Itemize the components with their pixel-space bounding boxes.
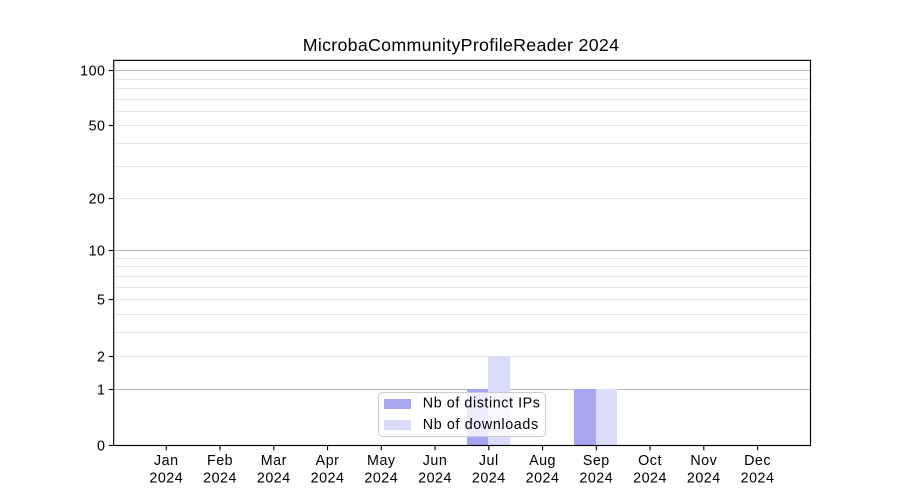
svg-text:Dec: Dec — [744, 453, 771, 469]
svg-text:Nb of distinct IPs: Nb of distinct IPs — [423, 396, 541, 412]
svg-text:Oct: Oct — [638, 453, 662, 469]
svg-text:MicrobaCommunityProfileReader: MicrobaCommunityProfileReader 2024 — [303, 35, 620, 55]
svg-text:Aug: Aug — [529, 453, 556, 469]
svg-text:2024: 2024 — [741, 470, 775, 486]
svg-text:2: 2 — [97, 349, 105, 365]
svg-text:Nb of downloads: Nb of downloads — [423, 417, 539, 433]
svg-text:5: 5 — [97, 292, 105, 308]
svg-text:2024: 2024 — [203, 470, 237, 486]
svg-text:Mar: Mar — [261, 453, 287, 469]
svg-text:Jun: Jun — [423, 453, 448, 469]
svg-text:2024: 2024 — [418, 470, 452, 486]
svg-text:50: 50 — [89, 118, 106, 134]
svg-text:May: May — [367, 453, 396, 469]
svg-text:2024: 2024 — [633, 470, 667, 486]
svg-text:2024: 2024 — [149, 470, 183, 486]
svg-text:Apr: Apr — [316, 453, 340, 469]
svg-text:1: 1 — [97, 382, 105, 398]
svg-text:Feb: Feb — [207, 453, 233, 469]
svg-text:2024: 2024 — [579, 470, 613, 486]
svg-text:2024: 2024 — [364, 470, 398, 486]
svg-text:2024: 2024 — [472, 470, 506, 486]
svg-text:Sep: Sep — [583, 453, 610, 469]
svg-text:2024: 2024 — [526, 470, 560, 486]
svg-text:Jan: Jan — [154, 453, 179, 469]
svg-text:0: 0 — [97, 438, 105, 454]
svg-text:2024: 2024 — [257, 470, 291, 486]
svg-text:Nov: Nov — [690, 453, 717, 469]
svg-text:10: 10 — [89, 243, 106, 259]
svg-text:Jul: Jul — [479, 453, 499, 469]
svg-text:2024: 2024 — [311, 470, 345, 486]
svg-text:2024: 2024 — [687, 470, 721, 486]
svg-text:20: 20 — [89, 191, 106, 207]
svg-text:100: 100 — [80, 63, 105, 79]
